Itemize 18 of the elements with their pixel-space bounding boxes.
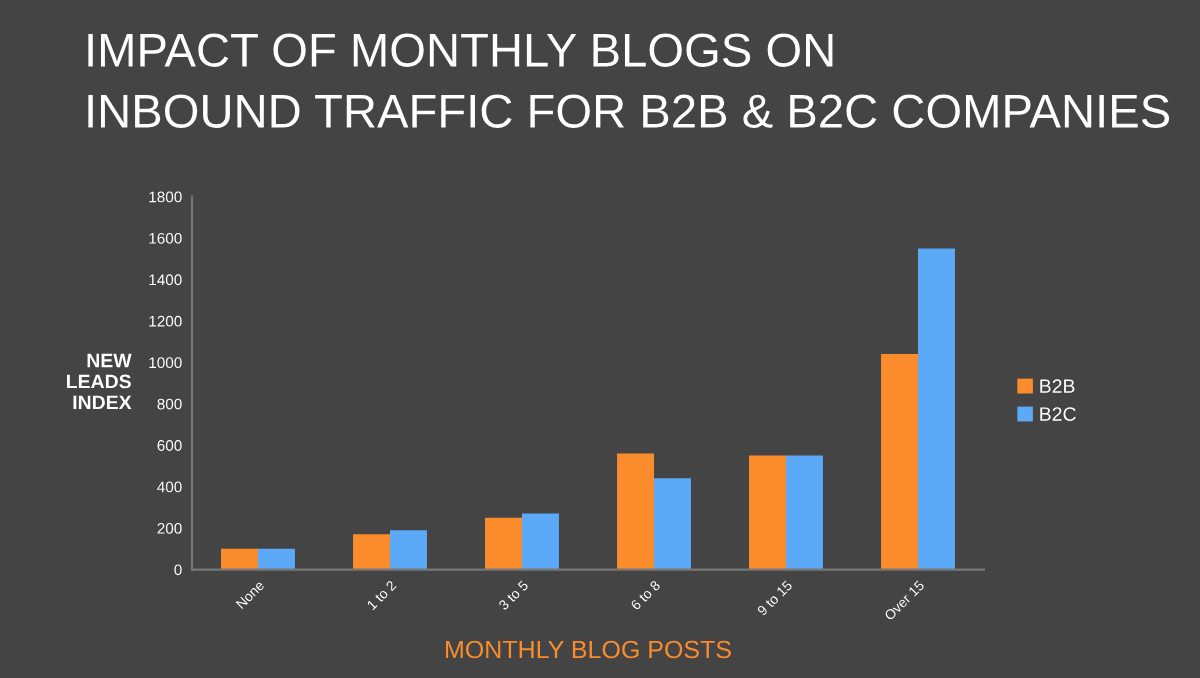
bar xyxy=(918,248,955,570)
x-axis-title: MONTHLY BLOG POSTS xyxy=(446,640,731,659)
y-axis-title: NEW LEADS INDEX xyxy=(67,353,132,410)
bar xyxy=(749,455,786,570)
bar xyxy=(353,534,390,570)
bar xyxy=(258,548,295,570)
bar xyxy=(881,354,918,570)
legend-label: B2B xyxy=(1040,379,1075,393)
bar xyxy=(617,453,654,570)
legend-label: B2C xyxy=(1040,407,1076,421)
bar xyxy=(654,478,691,570)
bar xyxy=(485,517,522,570)
bar xyxy=(221,548,258,570)
chart-subtitle: INBOUND TRAFFIC FOR B2B & B2C COMPANIES xyxy=(88,94,1170,128)
bar xyxy=(522,513,559,570)
chart-title: IMPACT OF MONTHLY BLOGS ON xyxy=(88,33,833,67)
bar xyxy=(786,455,823,570)
bar xyxy=(390,530,427,570)
